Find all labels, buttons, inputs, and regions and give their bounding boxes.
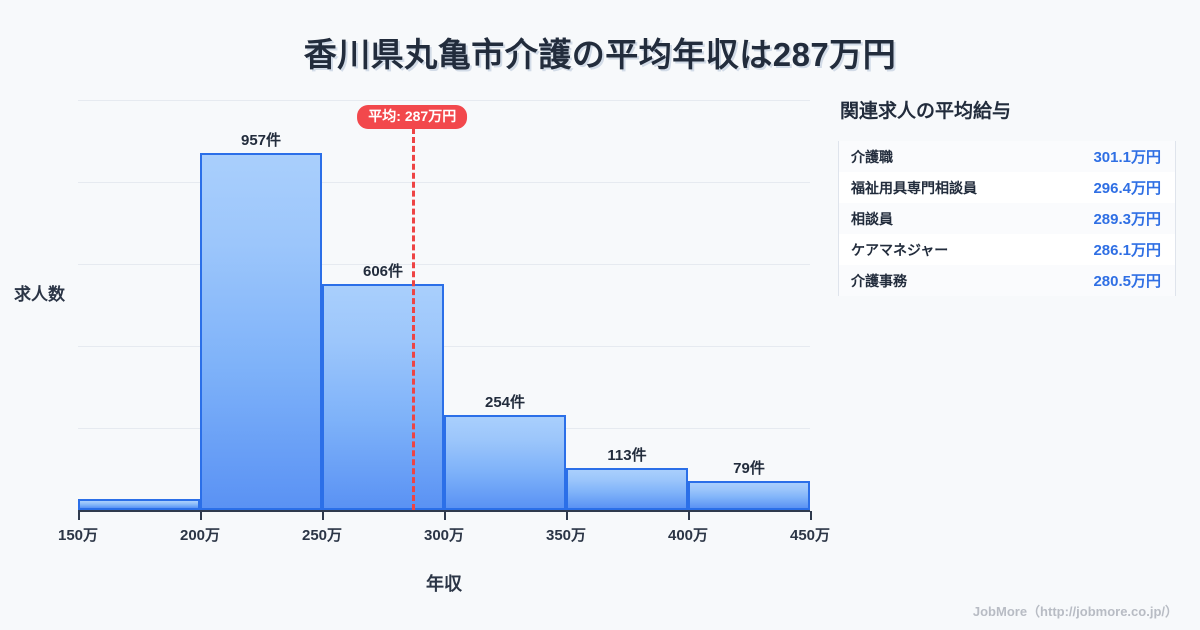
page-title: 香川県丸亀市介護の平均年収は287万円 — [303, 36, 897, 73]
histogram-bar — [322, 284, 444, 510]
bar-value-label: 606件 — [362, 263, 404, 281]
salary-row-name: 福祉用具専門相談員 — [851, 179, 977, 196]
histogram-bar — [566, 467, 688, 510]
histogram-bar — [444, 415, 566, 510]
bar-value-label: 254件 — [484, 394, 526, 412]
salary-table-row[interactable]: 介護事務 280.5万円 — [839, 265, 1175, 296]
salary-row-value: 280.5万円 — [1093, 273, 1161, 290]
x-axis-tick — [200, 511, 202, 520]
histogram-bar — [78, 498, 200, 510]
x-axis-tick — [322, 511, 324, 520]
x-axis-title: 年収 — [426, 574, 462, 594]
x-axis-tick — [688, 511, 690, 520]
x-axis-tick-label: 350万 — [545, 527, 587, 544]
bar-value-label: 113件 — [607, 446, 647, 464]
salary-row-name: 介護職 — [851, 148, 893, 165]
average-badge: 平均: 287万円 — [357, 105, 468, 130]
gridline — [78, 100, 810, 101]
salary-table-row[interactable]: 福祉用具専門相談員 296.4万円 — [839, 172, 1175, 203]
x-axis-tick — [566, 511, 568, 520]
salary-table: 介護職 301.1万円福祉用具専門相談員 296.4万円相談員 289.3万円ケアマネ… — [838, 141, 1176, 296]
histogram-bar — [200, 153, 322, 510]
salary-row-name: 介護事務 — [851, 272, 907, 289]
gridline — [78, 182, 810, 183]
salary-row-value: 289.3万円 — [1093, 211, 1161, 228]
bar-value-label: 79件 — [733, 459, 765, 477]
y-axis-title: 求人数 — [14, 285, 65, 304]
x-axis-tick-label: 150万 — [57, 527, 99, 544]
x-axis-tick — [810, 511, 812, 520]
x-axis-tick-label: 200万 — [179, 527, 221, 544]
salary-row-value: 301.1万円 — [1093, 149, 1161, 166]
salary-table-row[interactable]: 相談員 289.3万円 — [839, 203, 1175, 234]
x-axis-line — [78, 510, 810, 512]
gridline — [78, 346, 810, 347]
salary-row-value: 296.4万円 — [1093, 180, 1161, 197]
salary-row-name: 相談員 — [851, 210, 893, 227]
x-axis-tick-label: 400万 — [667, 527, 709, 544]
bar-value-label: 957件 — [240, 132, 282, 150]
salary-row-value: 286.1万円 — [1093, 242, 1161, 259]
x-axis-tick — [78, 511, 80, 520]
gridline — [78, 264, 810, 265]
salary-row-name: ケアマネジャー — [851, 241, 949, 258]
x-axis-tick-label: 450万 — [789, 527, 831, 544]
related-salary-panel: 関連求人の平均給与 介護職 301.1万円福祉用具専門相談員 296.4万円相談員 2… — [838, 96, 1176, 296]
sidebar-title: 関連求人の平均給与 — [840, 101, 1012, 122]
salary-table-row[interactable]: 介護職 301.1万円 — [839, 141, 1175, 172]
footer-credit: JobMore（http://jobmore.co.jp/） — [972, 604, 1178, 619]
x-axis-tick-label: 250万 — [301, 527, 343, 544]
x-axis-tick — [444, 511, 446, 520]
histogram-bar — [688, 480, 810, 510]
average-line — [412, 128, 416, 510]
x-axis-tick-label: 300万 — [423, 527, 465, 544]
histogram-chart: 957件 606件 254件 113件 79件 150万 200万 250万 300万 350万… — [14, 100, 831, 594]
salary-table-row[interactable]: ケアマネジャー 286.1万円 — [839, 234, 1175, 265]
